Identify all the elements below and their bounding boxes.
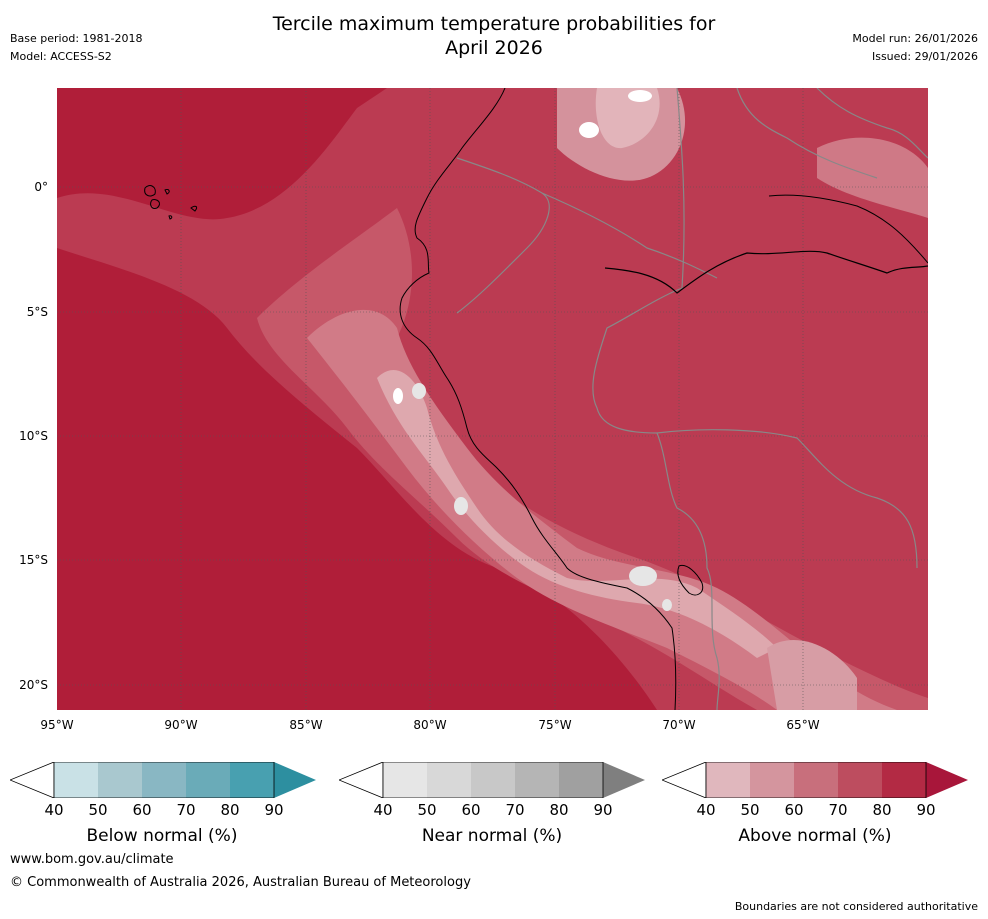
above-normal-label: Above normal (%) — [738, 826, 892, 846]
lon-label-85w: 85°W — [289, 718, 323, 732]
near-normal-patch-7 — [628, 90, 652, 102]
near-normal-patch-4 — [629, 566, 657, 586]
above-tick-90: 90 — [916, 801, 936, 819]
cbar-below-swatch-4 — [186, 762, 230, 798]
below-tick-50: 50 — [88, 801, 108, 819]
colorbar-above-normal — [662, 762, 968, 798]
cbar-near-swatch-2 — [427, 762, 471, 798]
lon-label-90w: 90°W — [164, 718, 198, 732]
above-tick-70: 70 — [828, 801, 848, 819]
near-normal-patch-1 — [412, 383, 426, 399]
issued-date: Issued: 29/01/2026 — [871, 50, 978, 63]
cbar-below-swatch-2 — [98, 762, 142, 798]
title-line-1: Tercile maximum temperature probabilitie… — [272, 13, 716, 35]
near-normal-patch-6 — [579, 122, 599, 138]
cbar-near-swatch-4 — [515, 762, 559, 798]
below-tick-60: 60 — [132, 801, 152, 819]
cbar-near-swatch-5 — [559, 762, 603, 798]
cbar-near-swatch-6 — [603, 762, 645, 798]
band-east-60 — [817, 137, 928, 218]
cbar-below-swatch-5 — [230, 762, 274, 798]
below-normal-label: Below normal (%) — [86, 826, 238, 846]
lat-label-15s: 15°S — [19, 553, 48, 567]
near-tick-90: 90 — [593, 801, 613, 819]
near-normal-patch-2 — [393, 388, 403, 404]
amazon-river — [604, 250, 928, 294]
probability-map — [57, 88, 928, 710]
lat-label-20s: 20°S — [19, 678, 48, 692]
cbar-below-swatch-6 — [274, 762, 316, 798]
band-north-50 — [595, 88, 660, 149]
cbar-above-swatch-5 — [882, 762, 926, 798]
near-normal-patch-5 — [662, 599, 672, 611]
band-south-50 — [767, 639, 857, 710]
near-normal-label: Near normal (%) — [421, 826, 563, 846]
negro-river — [768, 194, 928, 264]
gridlines — [57, 88, 928, 710]
cbar-above-swatch-3 — [794, 762, 838, 798]
lat-label-0: 0° — [34, 180, 48, 194]
cbar-near-swatch-3 — [471, 762, 515, 798]
title-line-2: April 2026 — [445, 37, 543, 59]
model-name: Model: ACCESS-S2 — [10, 50, 112, 63]
colorbar-below-normal — [10, 762, 316, 798]
above-tick-80: 80 — [872, 801, 892, 819]
copyright: © Commonwealth of Australia 2026, Austra… — [10, 875, 471, 890]
below-tick-90: 90 — [264, 801, 284, 819]
near-normal-patch-3 — [454, 497, 468, 515]
near-tick-40: 40 — [373, 801, 393, 819]
cbar-below-swatch-3 — [142, 762, 186, 798]
lake-titicaca — [677, 564, 704, 596]
below-tick-40: 40 — [44, 801, 64, 819]
galapagos-islands — [144, 185, 198, 220]
country-borders — [456, 88, 928, 710]
band-80 — [57, 88, 928, 710]
near-tick-80: 80 — [549, 801, 569, 819]
coastline — [399, 88, 677, 710]
cbar-above-swatch-4 — [838, 762, 882, 798]
lon-label-95w: 95°W — [40, 718, 74, 732]
near-tick-60: 60 — [461, 801, 481, 819]
bom-url[interactable]: www.bom.gov.au/climate — [10, 852, 174, 867]
below-tick-80: 80 — [220, 801, 240, 819]
cbar-above-swatch-6 — [926, 762, 968, 798]
band-60 — [307, 309, 897, 710]
near-tick-50: 50 — [417, 801, 437, 819]
model-run: Model run: 26/01/2026 — [852, 32, 978, 45]
header-right: Model run: 26/01/2026 Issued: 29/01/2026 — [852, 30, 978, 66]
cbar-above-swatch-2 — [750, 762, 794, 798]
above-tick-60: 60 — [784, 801, 804, 819]
lon-label-80w: 80°W — [413, 718, 447, 732]
cbar-below-swatch-1 — [54, 762, 98, 798]
lat-label-5s: 5°S — [26, 305, 48, 319]
base-period: Base period: 1981-2018 — [10, 32, 143, 45]
lon-label-75w: 75°W — [538, 718, 572, 732]
cbar-above-swatch-1 — [706, 762, 750, 798]
lon-label-65w: 65°W — [786, 718, 820, 732]
above-tick-40: 40 — [696, 801, 716, 819]
band-50 — [377, 369, 777, 658]
map-title: Tercile maximum temperature probabilitie… — [0, 12, 988, 60]
boundary-disclaimer: Boundaries are not considered authoritat… — [734, 900, 978, 913]
header-left: Base period: 1981-2018 Model: ACCESS-S2 — [10, 30, 142, 66]
above-tick-50: 50 — [740, 801, 760, 819]
lat-label-10s: 10°S — [19, 429, 48, 443]
below-tick-70: 70 — [176, 801, 196, 819]
lon-label-70w: 70°W — [662, 718, 696, 732]
near-tick-70: 70 — [505, 801, 525, 819]
colorbar-near-normal — [339, 762, 645, 798]
cbar-near-swatch-1 — [383, 762, 427, 798]
